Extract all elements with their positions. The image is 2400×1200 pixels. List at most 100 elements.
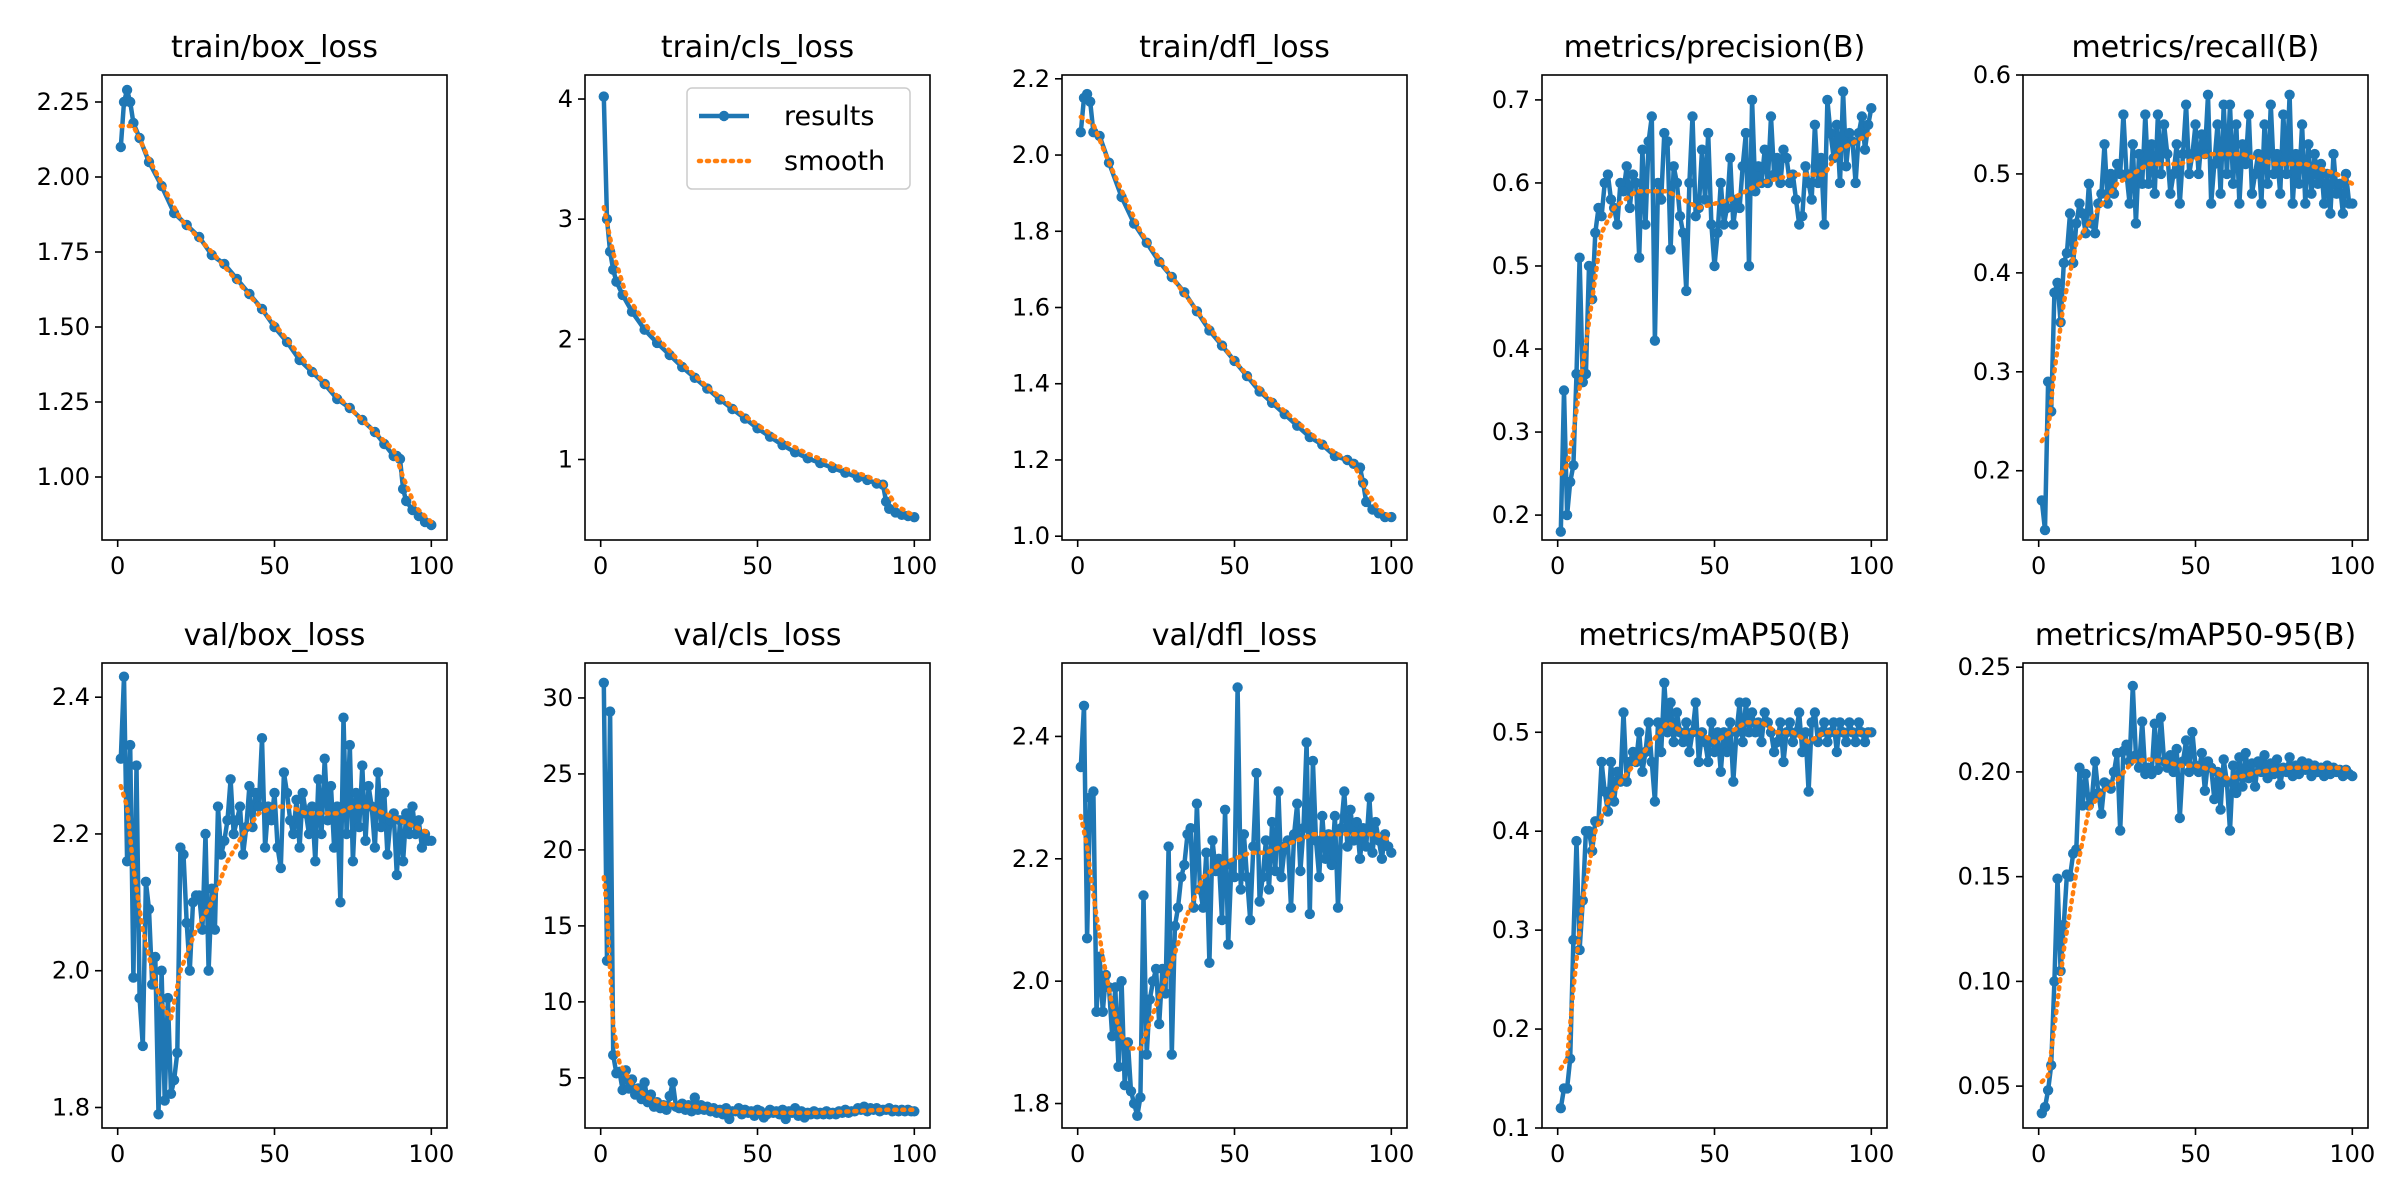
results-point-67 — [2246, 188, 2258, 199]
results-point-99 — [2347, 198, 2358, 209]
subplot-metrics-precision-b: metrics/precision(B) 0 50 100 0.2 0.3 0.4 0.5 0.… — [1492, 30, 1894, 580]
results-point-91 — [1841, 161, 1852, 172]
results-point-49 — [1709, 260, 1720, 272]
results-point-87 — [2309, 148, 2320, 160]
x-tick-label: 0 — [2031, 552, 2046, 580]
results-point-9 — [2064, 871, 2076, 882]
results-point-2 — [604, 706, 616, 717]
results-series-line — [2039, 683, 2354, 1115]
results-point-66 — [2243, 109, 2254, 120]
results-point-64 — [2237, 781, 2248, 792]
results-point-13 — [1596, 756, 1607, 768]
results-point-47 — [1703, 127, 1714, 139]
results-point-84 — [1819, 717, 1830, 728]
legend-results-label: results — [784, 101, 874, 132]
y-tick-label: 1 — [558, 445, 573, 473]
results-point-22 — [1624, 202, 1636, 214]
results-point-31 — [1652, 177, 1664, 189]
results-point-22 — [184, 965, 195, 976]
results-point-31 — [212, 801, 224, 812]
results-point-62 — [310, 856, 321, 867]
results-point-94 — [1370, 816, 1381, 828]
results-point-40 — [1681, 717, 1692, 728]
y-tick-label: 0.4 — [1492, 335, 1530, 363]
results-point-63 — [2234, 198, 2245, 209]
results-point-51 — [2196, 747, 2207, 759]
x-tick-label: 0 — [1550, 552, 1565, 580]
results-point-55 — [1728, 776, 1739, 787]
y-tick-label: 2.2 — [1012, 65, 1050, 93]
results-point-99 — [1386, 847, 1397, 858]
legend-box — [686, 87, 911, 190]
results-point-30 — [1649, 796, 1661, 807]
subplot-title: metrics/recall(B) — [2071, 30, 2319, 65]
results-point-63 — [1273, 786, 1284, 797]
results-point-6 — [134, 992, 145, 1004]
results-point-59 — [2221, 777, 2233, 788]
results-point-43 — [1690, 697, 1701, 708]
results-point-88 — [1831, 746, 1843, 758]
results-point-21 — [1621, 776, 1632, 787]
results-point-69 — [1772, 152, 1783, 164]
results-point-11 — [2071, 218, 2082, 229]
subplot-title: val/box_loss — [184, 618, 366, 653]
results-point-9 — [1583, 826, 1595, 837]
results-point-20 — [1618, 707, 1629, 718]
results-point-32 — [1656, 746, 1667, 758]
results-point-73 — [1784, 717, 1796, 728]
y-tick-label: 2.25 — [37, 88, 90, 116]
results-point-39 — [1677, 736, 1689, 748]
results-point-60 — [2224, 99, 2236, 110]
results-point-0 — [2036, 495, 2048, 506]
plot-area — [598, 91, 920, 523]
results-point-3 — [1565, 476, 1576, 488]
results-point-52 — [278, 767, 290, 778]
results-point-0 — [1075, 127, 1087, 138]
results-point-7 — [2058, 257, 2069, 269]
results-point-33 — [219, 835, 230, 846]
results-point-48 — [1226, 859, 1237, 871]
results-point-93 — [407, 801, 418, 812]
results-point-20 — [661, 1104, 672, 1116]
results-point-61 — [2227, 178, 2239, 189]
y-tick-label: 2.0 — [1012, 141, 1050, 169]
results-point-90 — [2318, 198, 2330, 209]
results-point-53 — [281, 787, 293, 799]
results-point-76 — [354, 821, 365, 833]
results-point-72 — [1301, 737, 1312, 748]
results-point-44 — [2174, 198, 2185, 209]
results-point-54 — [1725, 152, 1736, 164]
smooth-series-line — [2039, 757, 2355, 1085]
x-tick-label: 100 — [2329, 1140, 2375, 1168]
results-point-0 — [1075, 761, 1087, 773]
results-point-95 — [2334, 178, 2345, 189]
results-point-4 — [1568, 460, 1579, 471]
results-series-line — [118, 87, 433, 528]
results-point-50 — [2193, 168, 2204, 180]
results-point-29 — [1361, 496, 1372, 508]
results-point-43 — [1690, 211, 1701, 222]
results-point-22 — [2105, 168, 2116, 180]
results-point-1 — [2039, 1101, 2051, 1113]
results-point-20 — [1618, 186, 1629, 197]
results-point-58 — [1737, 736, 1748, 748]
results-point-91 — [1841, 736, 1852, 748]
results-point-44 — [1693, 756, 1705, 768]
results-point-23 — [1627, 746, 1639, 758]
results-point-80 — [1806, 194, 1817, 205]
results-point-32 — [216, 849, 227, 860]
results-series-line — [601, 682, 915, 1122]
results-point-34 — [1662, 727, 1673, 738]
results-point-27 — [2121, 739, 2132, 750]
x-tick-label: 50 — [742, 552, 773, 580]
results-point-96 — [2337, 208, 2349, 219]
subplot-train-cls-loss: train/cls_loss 0 50 100 1 2 3 4 results smooth — [558, 30, 938, 580]
results-point-58 — [1737, 161, 1748, 172]
results-point-39 — [1677, 227, 1689, 238]
results-point-29 — [2127, 680, 2138, 692]
results-point-33 — [1179, 859, 1190, 871]
results-point-32 — [2137, 716, 2148, 727]
results-point-57 — [1254, 896, 1265, 907]
results-point-71 — [2259, 750, 2270, 761]
results-point-5 — [1571, 835, 1582, 847]
